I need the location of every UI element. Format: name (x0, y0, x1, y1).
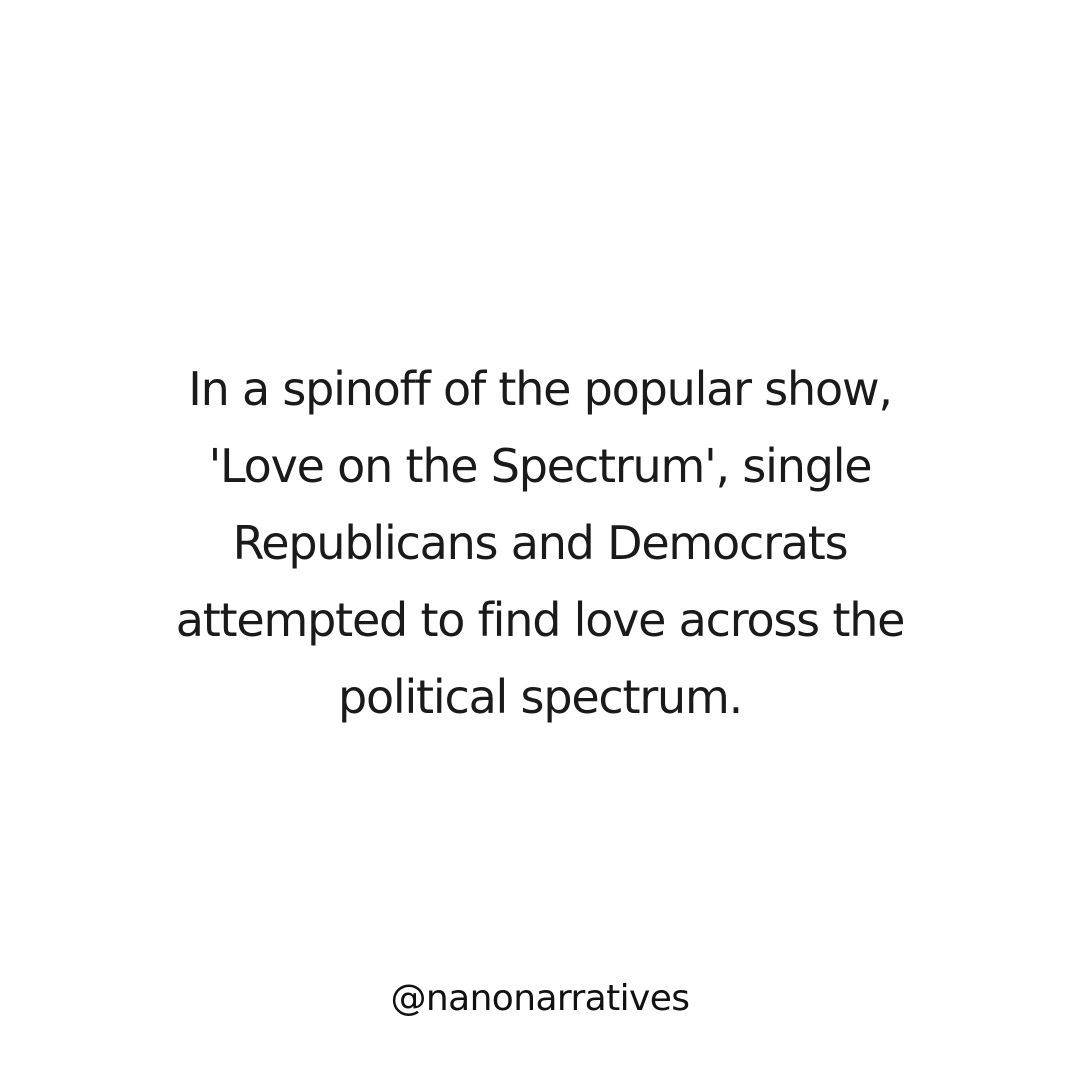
post-text-line: 'Love on the Spectrum', single (208, 439, 873, 493)
account-handle: @nanonarratives (390, 978, 691, 1019)
post-text-line: attempted to find love across the (175, 593, 906, 647)
post-text-line: Republicans and Democrats (232, 516, 849, 570)
post-text-line: political spectrum. (337, 670, 743, 724)
post-text: In a spinoff of the popular show, 'Love … (0, 351, 1080, 736)
post-text-line: In a spinoff of the popular show, (188, 362, 893, 416)
